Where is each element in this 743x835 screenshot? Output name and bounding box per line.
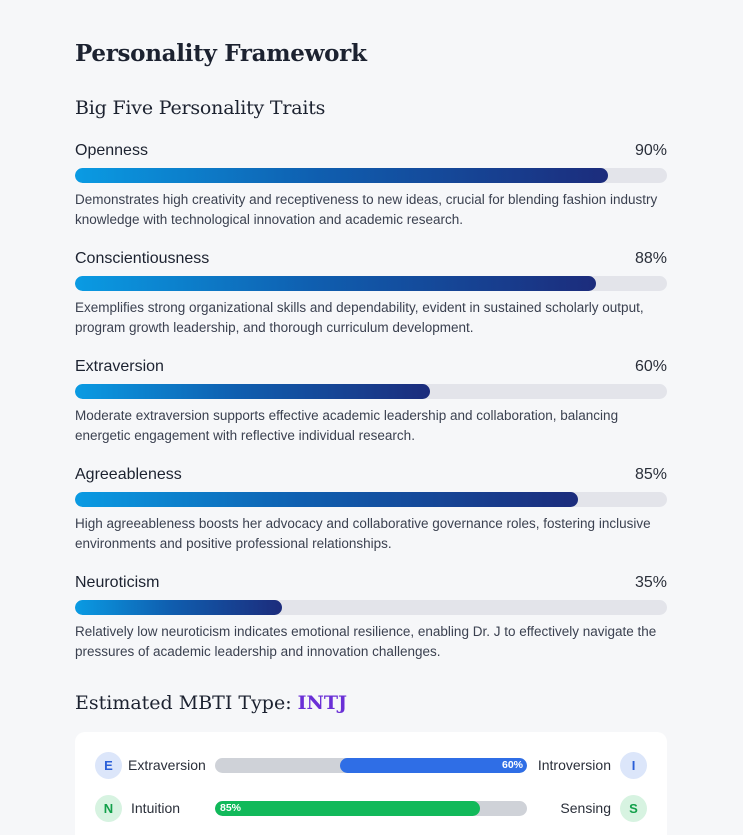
mbti-bar-fill: 85% <box>215 801 481 816</box>
trait-bar-fill <box>75 600 283 615</box>
trait-description: Relatively low neuroticism indicates emo… <box>75 624 657 659</box>
mbti-left-label: Extraversion <box>128 757 206 773</box>
trait-agreeableness: Agreeableness 85% High agreeableness boo… <box>75 465 667 554</box>
trait-bar-fill <box>75 168 608 183</box>
trait-percent: 60% <box>634 358 667 375</box>
trait-percent: 85% <box>634 466 667 483</box>
trait-description: High agreeableness boosts her advocacy a… <box>75 516 651 551</box>
mbti-right-label: Introversion <box>537 757 611 773</box>
mbti-bar-track: 60% <box>215 758 527 773</box>
trait-bar-track <box>75 276 667 291</box>
trait-percent: 90% <box>634 142 667 159</box>
big-five-heading: Big Five Personality Traits <box>75 97 326 119</box>
trait-openness: Openness 90% Demonstrates high creativit… <box>75 141 667 230</box>
trait-bar-track <box>75 492 667 507</box>
trait-name: Neuroticism <box>75 574 160 591</box>
trait-name: Openness <box>75 142 148 159</box>
mbti-letter-badge-left: E <box>95 752 122 779</box>
mbti-right-label: Sensing <box>560 800 611 816</box>
mbti-card: E Extraversion 60% Introversion I N Intu… <box>75 732 667 835</box>
mbti-bar-fill: 60% <box>339 758 527 773</box>
trait-bar-fill <box>75 276 596 291</box>
trait-conscientiousness: Conscientiousness 88% Exemplifies strong… <box>75 249 667 338</box>
trait-neuroticism: Neuroticism 35% Relatively low neurotici… <box>75 573 667 662</box>
mbti-left-label: Intuition <box>131 800 181 816</box>
trait-extraversion: Extraversion 60% Moderate extraversion s… <box>75 357 667 446</box>
mbti-bar-track: 85% <box>215 801 527 816</box>
trait-name: Agreeableness <box>75 466 182 483</box>
page-title: Personality Framework <box>75 40 367 67</box>
mbti-row-extraversion-introversion: E Extraversion 60% Introversion I <box>95 752 647 780</box>
trait-description: Exemplifies strong organizational skills… <box>75 300 644 335</box>
trait-percent: 35% <box>634 574 667 591</box>
trait-name: Conscientiousness <box>75 250 210 267</box>
mbti-letter-badge-right: S <box>620 795 647 822</box>
mbti-heading-prefix: Estimated MBTI Type: <box>75 692 298 714</box>
trait-bar-track <box>75 168 667 183</box>
trait-bar-fill <box>75 384 431 399</box>
trait-percent: 88% <box>634 250 667 267</box>
mbti-letter-badge-left: N <box>95 795 122 822</box>
trait-bar-track <box>75 600 667 615</box>
mbti-row-intuition-sensing: N Intuition 85% Sensing S <box>95 795 647 823</box>
trait-name: Extraversion <box>75 358 164 375</box>
trait-description: Moderate extraversion supports effective… <box>75 408 619 443</box>
trait-description: Demonstrates high creativity and recepti… <box>75 192 658 227</box>
mbti-letter-badge-right: I <box>620 752 647 779</box>
trait-bar-track <box>75 384 667 399</box>
mbti-heading: Estimated MBTI Type: INTJ <box>75 692 347 714</box>
mbti-type: INTJ <box>297 692 348 714</box>
trait-bar-fill <box>75 492 579 507</box>
